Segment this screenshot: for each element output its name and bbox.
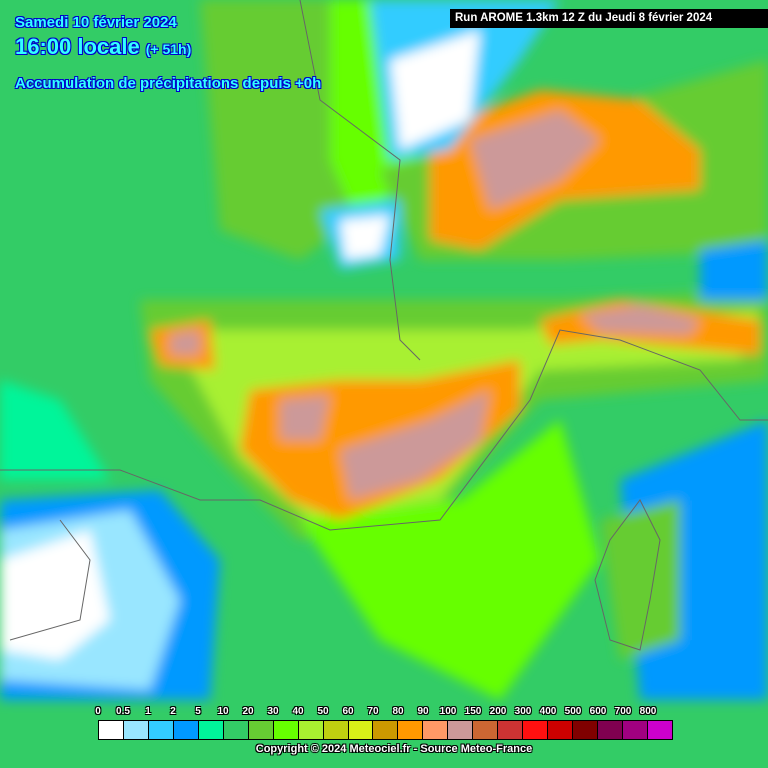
legend-label: 150 [464,706,482,717]
legend-swatch [598,721,624,739]
legend-label: 700 [614,706,632,717]
legend-swatch [173,721,199,739]
legend-swatch [398,721,424,739]
legend-swatch [423,721,449,739]
legend-swatch [647,721,672,739]
legend-label: 200 [489,706,507,717]
legend-label: 20 [242,706,254,717]
legend-label: 800 [639,706,657,717]
legend-swatch [623,721,648,739]
legend-swatch [448,721,474,739]
legend-labels: 0 0.5 1 2 5 10 20 30 40 50 60 70 80 90 100 150 200 300 400… [86,706,686,720]
legend-label: 40 [292,706,304,717]
local-time: 16:00 locale [15,34,140,59]
legend-swatch [223,721,249,739]
legend-label: 0.5 [116,706,130,717]
legend-label: 600 [589,706,607,717]
lead-time: (+ 51h) [145,41,192,57]
color-legend [98,720,673,740]
legend-swatch [473,721,499,739]
legend-label: 5 [195,706,201,717]
legend-label: 30 [267,706,279,717]
legend-swatch [548,721,574,739]
legend-label: 400 [539,706,557,717]
legend-label: 2 [170,706,176,717]
legend-label: 80 [392,706,404,717]
legend-label: 70 [367,706,379,717]
legend-label: 60 [342,706,354,717]
legend-swatch [248,721,274,739]
legend-swatch [348,721,374,739]
model-run-banner: Run AROME 1.3km 12 Z du Jeudi 8 février … [450,9,768,28]
legend-swatch [123,721,149,739]
legend-swatch [298,721,324,739]
parameter-title: Accumulation de précipitations depuis +0… [15,75,322,92]
legend-swatch [573,721,599,739]
legend-label: 90 [417,706,429,717]
copyright: Copyright © 2024 Meteociel.fr - Source M… [255,743,533,755]
forecast-date: Samedi 10 février 2024 [15,14,177,31]
legend-swatch [323,721,349,739]
legend-swatch [498,721,524,739]
legend-label: 10 [217,706,229,717]
legend-label: 300 [514,706,532,717]
legend-label: 50 [317,706,329,717]
legend-swatch [198,721,224,739]
forecast-time: 16:00 locale (+ 51h) [15,34,191,60]
legend-label: 0 [95,706,101,717]
legend-swatch [273,721,299,739]
legend-label: 100 [439,706,457,717]
legend-swatch [99,721,124,739]
legend-swatch [148,721,174,739]
legend-swatch [373,721,399,739]
legend-label: 1 [145,706,151,717]
legend-swatch [523,721,549,739]
legend-label: 500 [564,706,582,717]
